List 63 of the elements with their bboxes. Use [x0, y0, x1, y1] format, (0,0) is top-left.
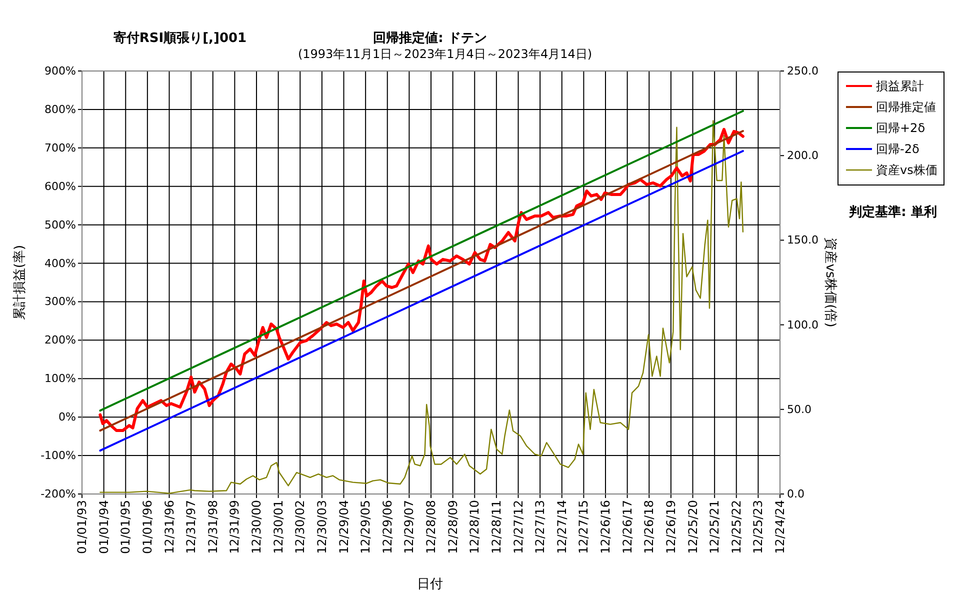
y2-tick-label: 200.0	[787, 149, 818, 162]
x-tick-label: 12/29/06	[380, 500, 394, 554]
y2-axis-title: 資産vs株価(倍)	[822, 238, 838, 328]
x-tick-label: 12/30/00	[250, 500, 264, 554]
x-tick-label: 12/25/22	[729, 500, 744, 554]
x-tick-label: 12/26/17	[620, 500, 634, 554]
x-axis-title: 日付	[417, 577, 443, 592]
x-tick-label: 12/31/97	[184, 500, 198, 554]
x-tick-label: 12/28/11	[489, 500, 504, 554]
y-tick-label: -100%	[40, 449, 76, 462]
legend-label: 回帰-2δ	[876, 142, 920, 156]
x-tick-label: 12/26/18	[642, 500, 656, 554]
x-tick-label: 12/24/24	[773, 500, 787, 554]
x-tick-label: 12/29/04	[336, 500, 351, 554]
x-tick-label: 01/01/94	[96, 500, 111, 554]
x-tick-label: 12/31/96	[162, 500, 176, 554]
y2-tick-label: 50.0	[787, 402, 812, 416]
x-tick-label: 01/01/96	[140, 500, 154, 554]
x-tick-label: 12/30/02	[293, 500, 308, 554]
x-tick-label: 12/26/16	[598, 500, 612, 554]
y-tick-label: 0%	[58, 410, 76, 424]
y-tick-label: 200%	[44, 334, 76, 347]
y-axis-title: 累計損益(率)	[12, 244, 28, 320]
x-tick-label: 01/01/95	[118, 500, 133, 554]
chart-title: 寄付RSI順張り[,]001	[113, 30, 247, 46]
x-tick-label: 12/26/19	[664, 500, 678, 554]
x-tick-label: 12/28/09	[446, 500, 460, 554]
y-tick-label: 700%	[44, 141, 76, 154]
x-tick-label: 12/27/12	[511, 500, 526, 554]
text: 回帰推定値: ドテン	[373, 30, 487, 46]
x-tick-label: 12/27/13	[533, 500, 548, 554]
y2-tick-label: 100.0	[787, 318, 818, 332]
legend-label: 回帰+2δ	[876, 121, 926, 135]
x-tick-label: 12/31/98	[206, 500, 220, 554]
x-tick-label: 12/30/03	[314, 500, 329, 554]
x-tick-label: 12/25/20	[686, 500, 700, 554]
y-tick-label: -200%	[40, 488, 76, 500]
x-tick-label: 12/31/99	[228, 500, 242, 554]
y-tick-label: 400%	[44, 256, 76, 270]
y-tick-label: 500%	[44, 218, 76, 232]
y2-tick-label: 0.0	[787, 488, 804, 500]
y-tick-label: 300%	[44, 295, 76, 308]
x-tick-label: 12/27/14	[554, 500, 569, 554]
x-tick-label: 12/27/15	[576, 500, 591, 554]
x-tick-label: 12/25/21	[708, 500, 722, 554]
y-tick-label: 800%	[44, 102, 76, 116]
chart-subtitle: (1993年11月1日～2023年1月4日～2023年4月14日)	[298, 47, 592, 61]
legend-label: 損益累計	[876, 79, 924, 93]
x-tick-label: 12/25/23	[751, 500, 766, 554]
legend-label: 回帰推定値	[876, 100, 936, 114]
y-tick-label: 600%	[44, 180, 76, 193]
x-tick-label: 12/28/10	[468, 500, 482, 554]
text: 判定基準: 単利	[848, 204, 937, 220]
x-tick-label: 01/01/93	[75, 500, 89, 554]
y-tick-label: 900%	[44, 64, 76, 78]
x-tick-label: 12/30/01	[271, 500, 286, 554]
x-tick-label: 12/29/05	[358, 500, 373, 554]
x-tick-label: 12/29/07	[402, 500, 416, 554]
legend-label: 資産vs株価	[876, 163, 938, 177]
x-tick-label: 12/28/08	[424, 500, 438, 554]
y2-tick-label: 150.0	[787, 234, 818, 247]
y2-tick-label: 250.0	[787, 64, 818, 78]
y-tick-label: 100%	[44, 372, 76, 386]
